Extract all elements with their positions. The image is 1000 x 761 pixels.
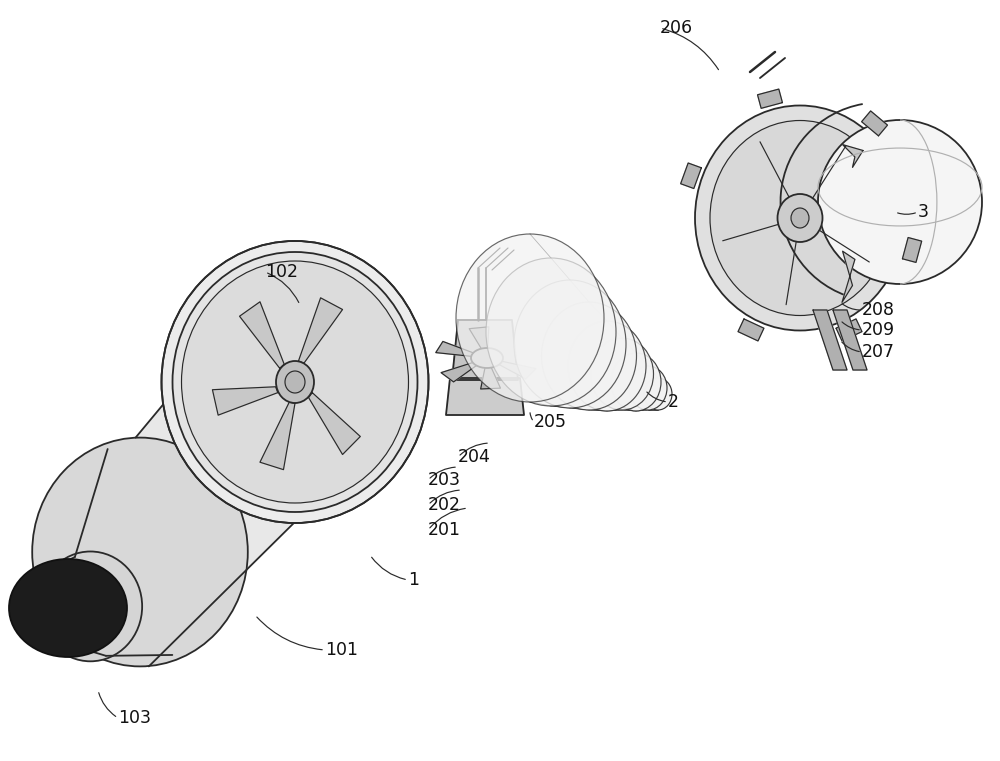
Text: 209: 209	[862, 321, 895, 339]
Ellipse shape	[32, 438, 248, 667]
Polygon shape	[441, 361, 479, 382]
Ellipse shape	[471, 348, 503, 368]
Ellipse shape	[276, 361, 314, 403]
Polygon shape	[758, 89, 782, 108]
Polygon shape	[469, 326, 489, 352]
Polygon shape	[446, 378, 524, 415]
Polygon shape	[833, 310, 867, 370]
Ellipse shape	[818, 120, 982, 284]
Ellipse shape	[778, 194, 822, 242]
Text: 1: 1	[408, 571, 419, 589]
Polygon shape	[309, 393, 360, 454]
Polygon shape	[862, 111, 887, 135]
Text: 206: 206	[660, 19, 693, 37]
Polygon shape	[452, 320, 518, 380]
Polygon shape	[836, 319, 862, 341]
Polygon shape	[436, 342, 477, 357]
Polygon shape	[481, 365, 500, 389]
Polygon shape	[902, 237, 922, 263]
Polygon shape	[136, 252, 305, 667]
Ellipse shape	[542, 302, 637, 410]
Polygon shape	[496, 361, 536, 379]
Ellipse shape	[285, 371, 305, 393]
Text: 207: 207	[862, 343, 895, 361]
Ellipse shape	[514, 280, 626, 408]
Polygon shape	[681, 163, 701, 189]
Ellipse shape	[456, 234, 604, 402]
Text: 203: 203	[428, 471, 461, 489]
Text: 2: 2	[668, 393, 679, 411]
Ellipse shape	[629, 366, 667, 410]
Text: 102: 102	[265, 263, 298, 281]
Text: 205: 205	[534, 413, 567, 431]
Text: 3: 3	[918, 203, 929, 221]
Polygon shape	[54, 557, 106, 656]
Polygon shape	[738, 319, 764, 341]
Polygon shape	[240, 302, 284, 368]
Polygon shape	[298, 298, 343, 363]
Polygon shape	[843, 145, 863, 167]
Ellipse shape	[568, 321, 646, 411]
Text: 103: 103	[118, 709, 151, 727]
Ellipse shape	[695, 106, 905, 330]
Polygon shape	[212, 387, 278, 416]
Text: 101: 101	[325, 641, 358, 659]
Ellipse shape	[9, 559, 127, 657]
Ellipse shape	[710, 120, 890, 316]
Ellipse shape	[590, 338, 654, 410]
Polygon shape	[813, 310, 847, 370]
Text: 202: 202	[428, 496, 461, 514]
Ellipse shape	[611, 353, 661, 411]
Ellipse shape	[486, 258, 616, 406]
Polygon shape	[842, 251, 855, 302]
Ellipse shape	[39, 552, 142, 661]
Text: 201: 201	[428, 521, 461, 539]
Ellipse shape	[791, 208, 809, 228]
Ellipse shape	[644, 378, 672, 410]
Ellipse shape	[173, 252, 418, 512]
Text: 208: 208	[862, 301, 895, 319]
Ellipse shape	[182, 261, 409, 503]
Text: 204: 204	[458, 448, 491, 466]
Polygon shape	[260, 403, 295, 470]
Ellipse shape	[162, 241, 428, 523]
